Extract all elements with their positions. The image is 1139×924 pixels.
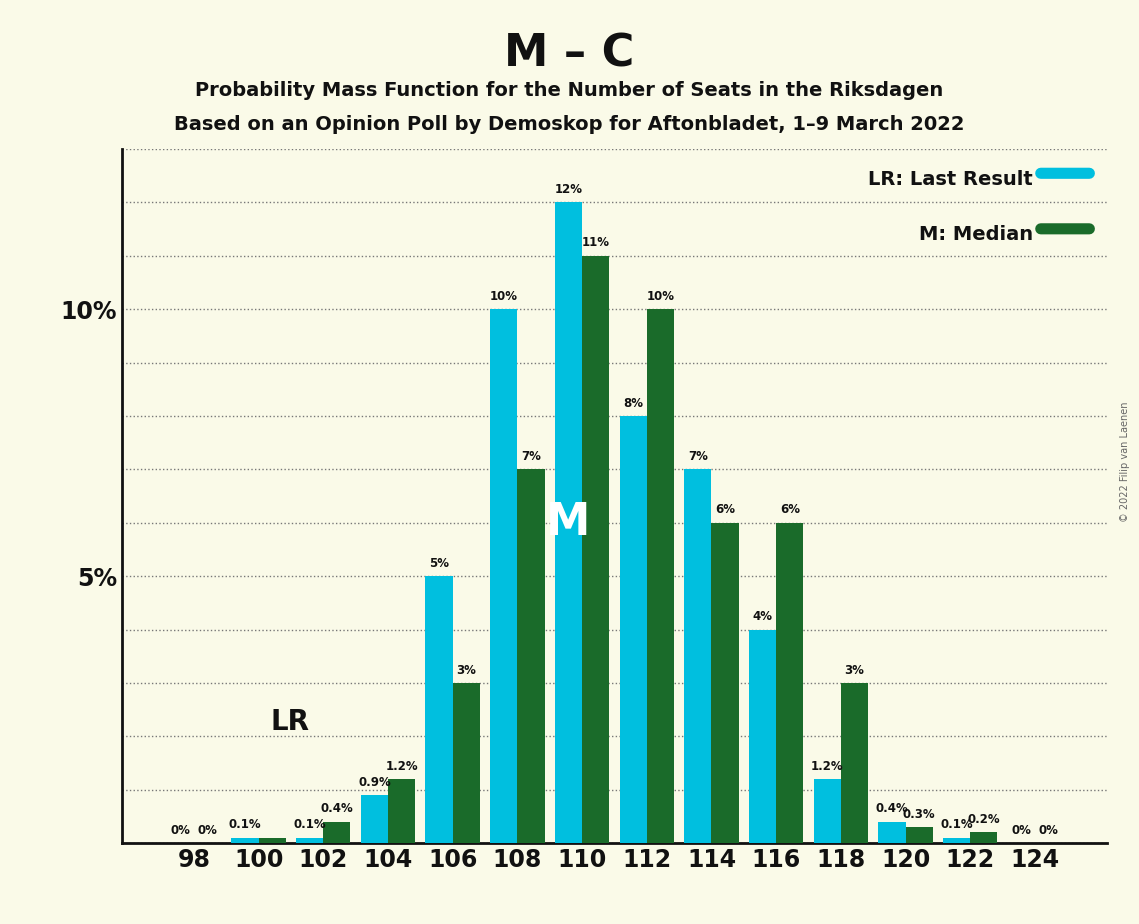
Text: 10%: 10% bbox=[646, 290, 674, 303]
Text: M – C: M – C bbox=[505, 32, 634, 76]
Text: 0%: 0% bbox=[171, 824, 190, 837]
Text: Probability Mass Function for the Number of Seats in the Riksdagen: Probability Mass Function for the Number… bbox=[196, 81, 943, 101]
Text: 1.2%: 1.2% bbox=[811, 760, 844, 772]
Text: LR: LR bbox=[271, 709, 310, 736]
Text: 7%: 7% bbox=[521, 450, 541, 463]
Text: 12%: 12% bbox=[555, 183, 582, 196]
Bar bbox=[388, 779, 415, 844]
Bar bbox=[878, 821, 906, 844]
Text: 0.1%: 0.1% bbox=[229, 819, 261, 832]
Text: 0.2%: 0.2% bbox=[967, 813, 1000, 826]
Text: 4%: 4% bbox=[753, 610, 772, 623]
Bar bbox=[620, 416, 647, 844]
Bar bbox=[841, 683, 868, 844]
Bar bbox=[259, 838, 286, 844]
Text: Based on an Opinion Poll by Demoskop for Aftonbladet, 1–9 March 2022: Based on an Opinion Poll by Demoskop for… bbox=[174, 115, 965, 134]
Text: 0.4%: 0.4% bbox=[876, 802, 909, 815]
Text: 0.9%: 0.9% bbox=[358, 776, 391, 789]
Bar bbox=[712, 523, 739, 844]
Text: 0.1%: 0.1% bbox=[294, 819, 326, 832]
Bar bbox=[490, 310, 517, 844]
Bar bbox=[906, 827, 933, 844]
Text: 0.4%: 0.4% bbox=[320, 802, 353, 815]
Text: 3%: 3% bbox=[844, 663, 865, 676]
Bar bbox=[231, 838, 259, 844]
Bar bbox=[943, 838, 970, 844]
Text: M: Median: M: Median bbox=[919, 225, 1033, 244]
Bar bbox=[749, 629, 776, 844]
Bar bbox=[361, 796, 388, 844]
Bar bbox=[776, 523, 803, 844]
Text: 6%: 6% bbox=[715, 504, 735, 517]
Text: M: M bbox=[547, 502, 591, 544]
Text: 10%: 10% bbox=[490, 290, 518, 303]
Text: 3%: 3% bbox=[457, 663, 476, 676]
Text: 0.1%: 0.1% bbox=[941, 819, 973, 832]
Text: 1.2%: 1.2% bbox=[385, 760, 418, 772]
Bar bbox=[517, 469, 544, 844]
Text: 6%: 6% bbox=[780, 504, 800, 517]
Bar bbox=[426, 577, 452, 844]
Text: 11%: 11% bbox=[582, 237, 609, 249]
Bar bbox=[323, 821, 351, 844]
Bar bbox=[555, 202, 582, 844]
Bar bbox=[647, 310, 674, 844]
Bar bbox=[970, 833, 998, 844]
Text: 0.3%: 0.3% bbox=[903, 808, 935, 821]
Text: LR: Last Result: LR: Last Result bbox=[868, 170, 1033, 188]
Text: 7%: 7% bbox=[688, 450, 707, 463]
Bar bbox=[813, 779, 841, 844]
Text: 8%: 8% bbox=[623, 396, 644, 409]
Bar bbox=[685, 469, 712, 844]
Text: 0%: 0% bbox=[1039, 824, 1058, 837]
Text: 0%: 0% bbox=[197, 824, 218, 837]
Text: © 2022 Filip van Laenen: © 2022 Filip van Laenen bbox=[1121, 402, 1130, 522]
Text: 5%: 5% bbox=[429, 557, 449, 570]
Text: 0%: 0% bbox=[1011, 824, 1031, 837]
Bar bbox=[582, 256, 609, 844]
Bar bbox=[452, 683, 480, 844]
Bar bbox=[296, 838, 323, 844]
